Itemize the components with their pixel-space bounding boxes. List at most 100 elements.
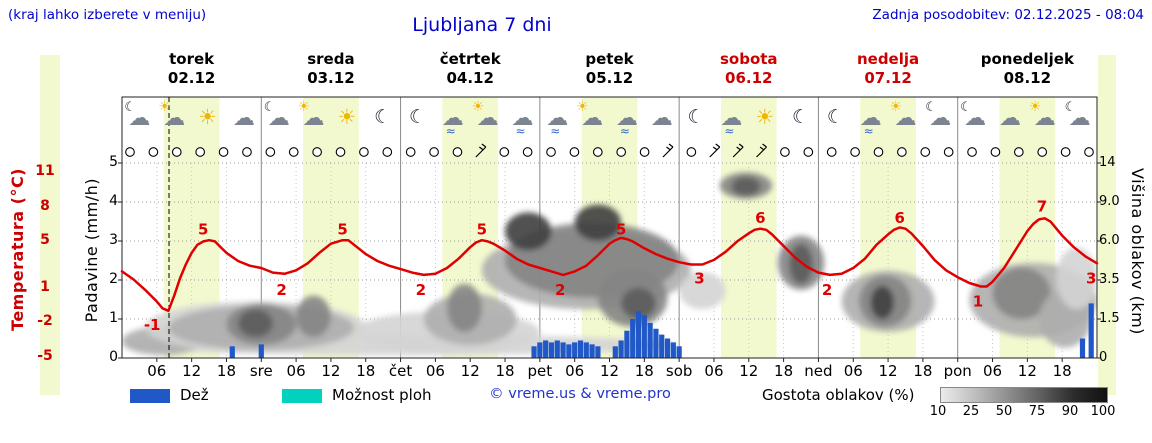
gmoon-glyph: ☾	[792, 106, 810, 128]
gsun-glyph: ☀	[337, 105, 357, 129]
copyright-link[interactable]: © vreme.us & vreme.pro	[489, 386, 671, 402]
gmoon-glyph: ☾	[263, 100, 276, 115]
showers-legend-label: Možnost ploh	[332, 386, 432, 404]
day-name: sreda	[307, 50, 355, 68]
cloud-rain-icon: ☁ ≈	[713, 99, 749, 139]
precip-tick: 3	[109, 232, 118, 248]
gcloud-glyph: ☁	[894, 106, 917, 131]
gsun-glyph: ☀	[471, 99, 485, 115]
time-label: 12	[739, 362, 759, 380]
moon-cloud-icon: ☾ ☁	[121, 99, 157, 139]
cloud-tick: 6.0	[1099, 233, 1120, 248]
time-label: 18	[1052, 362, 1072, 380]
time-label: 06	[843, 362, 863, 380]
time-label: 06	[147, 362, 167, 380]
gcloud-glyph: ☁	[615, 106, 638, 131]
cloud-density-label: Gostota oblakov (%)	[762, 386, 915, 404]
moon-cloud-icon: ☾ ☁	[261, 99, 297, 139]
axis-strips	[40, 55, 1116, 395]
svg-text:-1: -1	[144, 316, 161, 334]
svg-text:6: 6	[755, 209, 765, 227]
gcloud-glyph: ☁	[128, 106, 151, 131]
density-scale-label: 100	[1090, 404, 1116, 419]
gmoon-glyph: ☾	[124, 100, 137, 115]
day-header-nedelja: nedelja 07.12	[818, 50, 958, 88]
svg-text:3: 3	[1086, 270, 1096, 288]
last-update: Zadnja posodobitev: 02.12.2025 - 08:04	[872, 7, 1144, 23]
time-label: 06	[565, 362, 585, 380]
temp-tick: 8	[40, 197, 50, 214]
cloud-tick: 1.5	[1099, 311, 1120, 326]
time-label: 18	[774, 362, 794, 380]
precip-tick: 1	[109, 310, 118, 326]
day-date: 05.12	[585, 69, 634, 87]
cloud-icon: ☁	[644, 99, 680, 139]
time-label: 06	[286, 362, 306, 380]
time-label: ned	[804, 362, 833, 380]
time-label: pet	[527, 362, 553, 380]
temp-tick: -2	[37, 313, 53, 330]
gcloud-glyph: ☁	[859, 106, 882, 131]
moon-cloud-icon: ☾ ☁	[957, 99, 993, 139]
time-label: čet	[388, 362, 413, 380]
temp-tick: -5	[37, 348, 53, 364]
gcloud-glyph: ☁	[720, 106, 743, 131]
sun-cloud-icon: ☀ ☁	[470, 99, 506, 139]
day-name: nedelja	[856, 50, 920, 68]
gmoon-glyph: ☾	[925, 100, 937, 115]
sun-cloud-icon: ☀ ☁	[156, 99, 192, 139]
time-label: 12	[182, 362, 202, 380]
sun-icon: ☀	[748, 99, 784, 139]
cloud-density-gradient	[940, 387, 1108, 403]
grain-glyph: ≈	[863, 124, 874, 138]
svg-text:7: 7	[1037, 197, 1047, 215]
cloud-rain-icon: ☁ ≈	[853, 99, 889, 139]
density-scale-label: 25	[962, 404, 980, 419]
gcloud-glyph: ☁	[511, 106, 534, 131]
temperature-line: -1 5 2 5 2 5 2 5 3 6 2 6 1 7 3	[120, 197, 1099, 334]
svg-text:5: 5	[477, 220, 487, 238]
day-date: 06.12	[725, 69, 773, 87]
svg-text:6: 6	[894, 209, 904, 227]
gmoon-glyph: ☾	[1064, 100, 1077, 115]
day-date: 02.12	[167, 69, 216, 87]
time-label: 18	[356, 362, 376, 380]
cloud-axis-title: Višina oblakov (km)	[1128, 168, 1147, 335]
day-header-ponedeljek: ponedeljek 08.12	[957, 50, 1097, 88]
svg-text:3: 3	[694, 270, 704, 288]
time-label: 06	[982, 362, 1003, 380]
density-scale-label: 10	[929, 404, 947, 419]
time-label: 18	[634, 362, 654, 380]
gmoon-glyph: ☾	[408, 106, 427, 128]
temperature-axis-title: Temperatura (°C)	[8, 168, 27, 331]
cloud-rain-icon: ☁ ≈	[539, 99, 575, 139]
cloud-layer	[122, 172, 1097, 356]
moon-icon: ☾	[400, 99, 436, 139]
temp-tick: 1	[40, 278, 50, 295]
day-date: 08.12	[1003, 69, 1052, 87]
day-header-sreda: sreda 03.12	[261, 50, 401, 88]
sun-cloud-icon: ☀ ☁	[574, 99, 610, 139]
time-label: 06	[704, 362, 724, 380]
cloud-tick: 14	[1099, 155, 1116, 170]
gsun-glyph: ☀	[158, 99, 171, 115]
density-scale-label: 90	[1061, 404, 1079, 419]
rain-legend-label: Dež	[180, 386, 209, 404]
day-header-sobota: sobota 06.12	[679, 50, 819, 88]
gmoon-glyph: ☾	[826, 106, 844, 128]
gcloud-glyph: ☁	[581, 106, 604, 131]
time-label: 12	[599, 362, 620, 380]
cloud-icon: ☁	[992, 99, 1028, 139]
gcloud-glyph: ☁	[232, 106, 255, 131]
gcloud-glyph: ☁	[476, 106, 499, 131]
svg-text:1: 1	[973, 293, 983, 311]
svg-text:2: 2	[822, 281, 832, 299]
day-name: petek	[585, 50, 634, 68]
wind-row	[125, 143, 1094, 158]
gcloud-glyph: ☁	[1033, 106, 1056, 131]
grain-glyph: ≈	[515, 124, 526, 138]
day-name: sobota	[719, 50, 778, 68]
gcloud-glyph: ☁	[1068, 106, 1091, 131]
grain-glyph: ≈	[619, 124, 630, 138]
